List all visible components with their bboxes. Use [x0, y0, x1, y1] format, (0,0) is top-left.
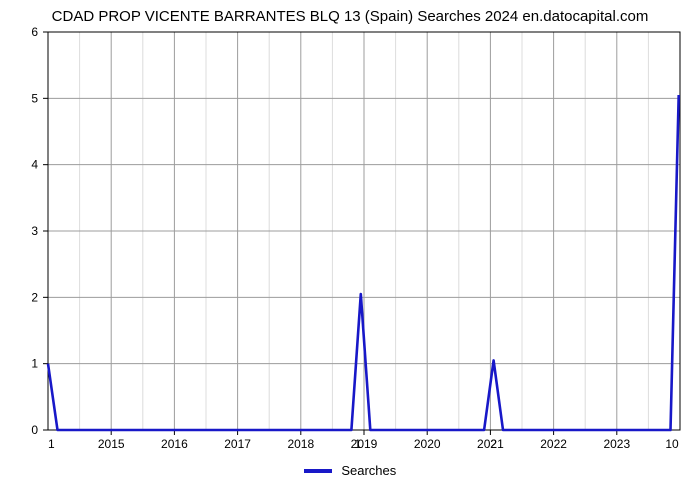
svg-text:5: 5 — [31, 91, 38, 105]
svg-text:2018: 2018 — [287, 437, 314, 451]
svg-text:2: 2 — [490, 437, 497, 451]
svg-text:2022: 2022 — [540, 437, 567, 451]
svg-text:1: 1 — [31, 357, 38, 371]
svg-text:2015: 2015 — [98, 437, 125, 451]
svg-text:1: 1 — [48, 437, 55, 451]
svg-text:2: 2 — [31, 290, 38, 304]
legend-swatch — [304, 469, 332, 473]
svg-text:1: 1 — [354, 437, 361, 451]
svg-text:2020: 2020 — [414, 437, 441, 451]
legend-label: Searches — [341, 463, 396, 478]
svg-text:3: 3 — [31, 224, 38, 238]
legend: Searches — [0, 462, 700, 478]
svg-text:2016: 2016 — [161, 437, 188, 451]
svg-text:2017: 2017 — [224, 437, 251, 451]
svg-text:6: 6 — [31, 25, 38, 39]
svg-text:10: 10 — [665, 437, 679, 451]
line-chart: 2015201620172018201920202021202220230123… — [0, 0, 700, 500]
svg-text:2023: 2023 — [603, 437, 630, 451]
svg-text:4: 4 — [31, 158, 38, 172]
svg-text:0: 0 — [31, 423, 38, 437]
